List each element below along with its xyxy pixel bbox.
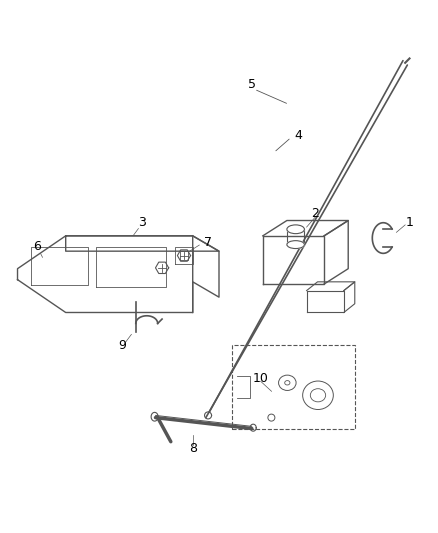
Text: 4: 4 [294,128,302,142]
Text: 2: 2 [311,207,319,221]
Ellipse shape [287,241,304,248]
Text: 1: 1 [406,216,413,229]
Text: 9: 9 [119,339,127,352]
Text: 8: 8 [189,442,197,455]
Text: 10: 10 [253,372,268,385]
Text: 7: 7 [204,236,212,249]
Ellipse shape [287,225,304,233]
Text: 6: 6 [33,240,41,253]
Text: 5: 5 [248,78,256,91]
Text: 3: 3 [138,216,146,229]
